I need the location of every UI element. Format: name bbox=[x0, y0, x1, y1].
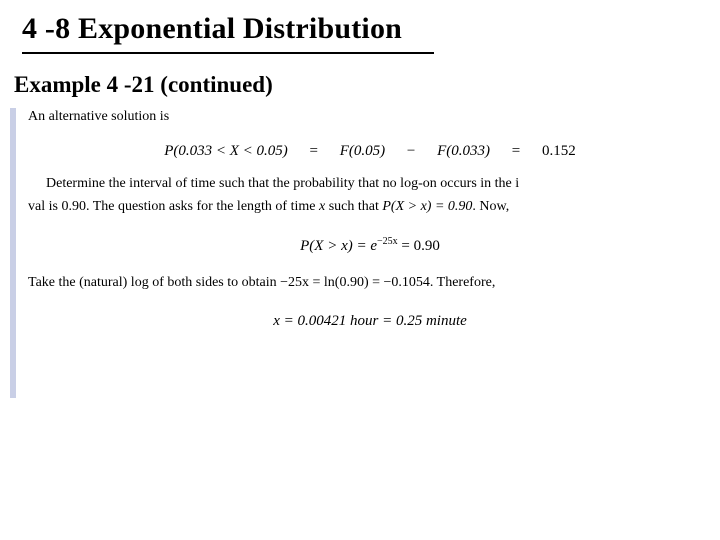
slide: 4 -8 Exponential Distribution Example 4 … bbox=[0, 0, 720, 540]
example-subtitle: Example 4 -21 (continued) bbox=[14, 72, 720, 98]
p2b-a: val is 0.90. The question asks for the l… bbox=[28, 199, 319, 214]
para-question-line2: val is 0.90. The question asks for the l… bbox=[28, 198, 712, 217]
eq1-f2: F(0.033) bbox=[437, 143, 490, 159]
p2b-end: . Now, bbox=[472, 199, 509, 214]
p2b-expr: P(X > x) = 0.90 bbox=[382, 199, 472, 214]
equation-3: x = 0.00421 hour = 0.25 minute bbox=[28, 311, 712, 331]
eq2-sup: −25x bbox=[377, 236, 398, 247]
body: An alternative solution is P(0.033 < X <… bbox=[0, 108, 720, 331]
title-wrap: 4 -8 Exponential Distribution bbox=[0, 12, 720, 54]
p3c: . Therefore, bbox=[430, 275, 495, 290]
para-question-line1: Determine the interval of time such that… bbox=[28, 175, 712, 194]
section-title: 4 -8 Exponential Distribution bbox=[22, 12, 720, 46]
accent-bar bbox=[10, 108, 16, 398]
para-take-log: Take the (natural) log of both sides to … bbox=[28, 274, 712, 293]
p3a: Take the (natural) log of both sides to … bbox=[28, 275, 280, 290]
eq2-lhs: P(X > x) = bbox=[300, 238, 370, 254]
eq1-f1: F(0.05) bbox=[340, 143, 385, 159]
eq2-rhs: = 0.90 bbox=[398, 238, 440, 254]
title-underline bbox=[22, 52, 434, 54]
para-alt-solution: An alternative solution is bbox=[28, 108, 712, 127]
eq3-text: x = 0.00421 hour = 0.25 minute bbox=[273, 313, 467, 329]
content: An alternative solution is P(0.033 < X <… bbox=[28, 108, 712, 331]
eq1-val: 0.152 bbox=[542, 143, 576, 159]
eq2-e: e bbox=[370, 238, 377, 254]
eq1-lhs: P(0.033 < X < 0.05) bbox=[164, 143, 288, 159]
p3b: −25x = ln(0.90) = −0.1054 bbox=[280, 275, 430, 290]
p2b-tail: such that bbox=[325, 199, 382, 214]
equation-2: P(X > x) = e−25x = 0.90 bbox=[28, 235, 712, 256]
equation-1: P(0.033 < X < 0.05) = F(0.05) − F(0.033)… bbox=[28, 141, 712, 161]
